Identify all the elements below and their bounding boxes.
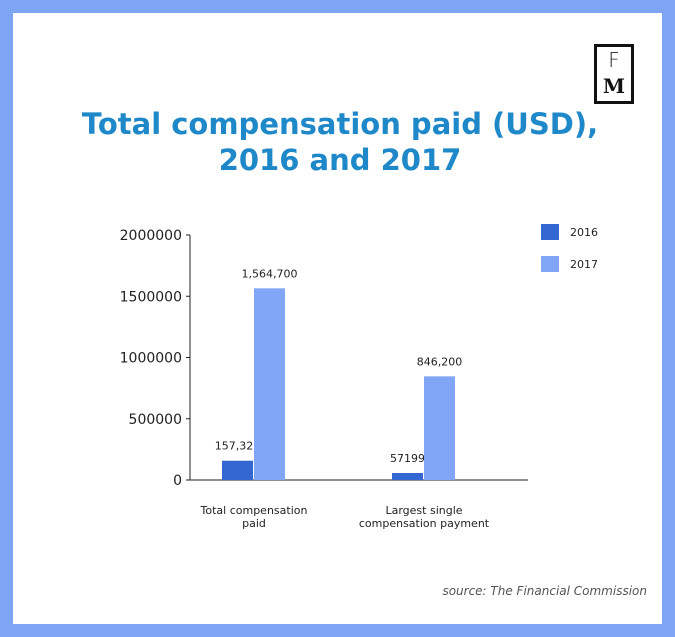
logo-letter-m: M	[602, 74, 626, 98]
y-tick-label: 500000	[129, 412, 182, 428]
bar-2017-1	[254, 288, 285, 480]
bar-2017-2	[424, 376, 455, 480]
y-tick-label: 0	[173, 473, 182, 489]
y-tick-label: 1000000	[120, 351, 182, 367]
source-note: source: The Financial Commission	[442, 584, 647, 598]
chart-title-line-1: Total compensation paid (USD),	[81, 107, 599, 141]
x-category-label: Largest single	[385, 504, 462, 517]
x-category-label: compensation payment	[359, 517, 490, 530]
x-category-label: paid	[242, 517, 266, 530]
data-label: 846,200	[417, 355, 463, 368]
fm-logo: F M	[594, 44, 634, 104]
y-tick-label: 2000000	[120, 228, 182, 244]
legend-swatch-2017	[541, 256, 559, 272]
bar-2016-1	[222, 460, 253, 480]
y-tick-label: 1500000	[120, 289, 182, 305]
bar-2016-2	[392, 472, 423, 480]
x-category-label: Total compensation	[200, 504, 308, 517]
chart-title-line-2: 2016 and 2017	[218, 143, 462, 177]
legend-label: 2017	[570, 258, 598, 271]
legend-label: 2016	[570, 226, 598, 239]
data-label: 57199	[390, 452, 425, 465]
data-label: 157,326	[215, 440, 261, 453]
legend-swatch-2016	[541, 224, 559, 240]
logo-letter-f: F	[608, 48, 620, 72]
data-label: 1,564,700	[242, 267, 298, 280]
